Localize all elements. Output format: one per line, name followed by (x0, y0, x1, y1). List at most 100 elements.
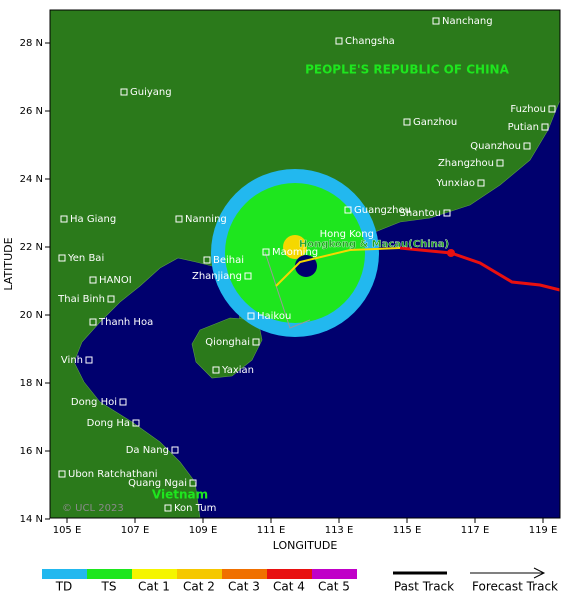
x-tick-label: 109 E (189, 525, 218, 536)
city-marker (89, 318, 97, 326)
y-tick-label: 26 N (20, 106, 43, 117)
map-frame (49, 9, 561, 519)
legend-label: TD (55, 580, 73, 594)
legend-swatch (42, 569, 87, 579)
city-marker (119, 398, 127, 406)
x-tick-label: 113 E (325, 525, 354, 536)
city-marker (203, 256, 211, 264)
y-axis-label: LATITUDE (2, 237, 15, 290)
legend-label: Forecast Track (472, 580, 558, 594)
city-label: Ha Giang (70, 214, 116, 225)
city-marker (171, 446, 179, 454)
city-label: Nanchang (442, 16, 493, 27)
country-label: Hongkong & Macau(China) (299, 239, 449, 250)
legend-swatch (87, 569, 132, 579)
city-label: Qionghai (205, 337, 250, 348)
city-label: Fuzhou (510, 104, 546, 115)
city-marker (58, 254, 66, 262)
city-label: Yunxiao (435, 178, 475, 189)
legend-label: Cat 1 (138, 580, 170, 594)
city-label: Maoming (272, 247, 318, 258)
city-marker (244, 272, 252, 280)
x-tick-label: 115 E (393, 525, 422, 536)
city-label: Hong Kong (320, 229, 374, 240)
city-label: Vinh (61, 355, 83, 366)
city-label: Haikou (257, 311, 291, 322)
legend-label: Cat 5 (318, 580, 350, 594)
legend-swatch (132, 569, 177, 579)
x-tick-label: 105 E (53, 525, 82, 536)
city-marker (107, 295, 115, 303)
city-marker (443, 209, 451, 217)
city-label: Dong Hoi (71, 397, 117, 408)
x-tick-label: 117 E (461, 525, 490, 536)
current-position (447, 249, 455, 257)
city-marker (523, 142, 531, 150)
city-marker (403, 118, 411, 126)
city-marker (262, 248, 270, 256)
city-label: Thai Binh (57, 294, 105, 305)
city-label: Nanning (185, 214, 227, 225)
city-marker (132, 419, 140, 427)
city-label: Quanzhou (470, 141, 521, 152)
y-tick-label: 16 N (20, 446, 43, 457)
city-label: Putian (508, 122, 539, 133)
y-tick-label: 18 N (20, 378, 43, 389)
forecast-track (275, 247, 401, 287)
city-marker (541, 123, 549, 131)
city-label: Yaxian (221, 365, 254, 376)
city-marker (247, 312, 255, 320)
city-label: Quang Ngai (128, 478, 187, 489)
x-axis-label: LONGITUDE (273, 539, 338, 552)
city-marker (344, 206, 352, 214)
city-marker (212, 366, 220, 374)
city-marker (496, 159, 504, 167)
eye (295, 255, 317, 277)
x-tick-label: 111 E (257, 525, 286, 536)
city-marker (60, 215, 68, 223)
city-marker (252, 338, 260, 346)
y-tick-label: 24 N (20, 174, 43, 185)
city-label: Zhanjiang (192, 271, 242, 282)
city-label: Changsha (345, 36, 395, 47)
city-marker (89, 276, 97, 284)
legend-swatch (312, 569, 357, 579)
legend-label: TS (101, 580, 117, 594)
y-tick-label: 14 N (20, 514, 43, 525)
legend-swatch (177, 569, 222, 579)
legend-swatch (267, 569, 312, 579)
city-marker (189, 479, 197, 487)
city-label: Yen Bai (67, 253, 104, 264)
x-tick-label: 107 E (121, 525, 150, 536)
city-label: HANOI (99, 275, 132, 286)
city-marker (477, 179, 485, 187)
y-tick-label: 28 N (20, 38, 43, 49)
city-label: Beihai (213, 255, 244, 266)
city-marker (120, 88, 128, 96)
city-label: Shantou (399, 208, 441, 219)
country-label: PEOPLE'S REPUBLIC OF CHINA (305, 63, 509, 77)
city-label: Guangzhou (354, 205, 411, 216)
city-marker (548, 105, 556, 113)
arrowhead (533, 567, 546, 579)
city-marker (85, 356, 93, 364)
city-label: Dong Ha (87, 418, 130, 429)
country-label: Vietnam (152, 488, 208, 502)
city-marker (432, 17, 440, 25)
city-marker (164, 504, 172, 512)
legend-label: Past Track (394, 580, 454, 594)
y-tick-label: 22 N (20, 242, 43, 253)
legend-label: Cat 2 (183, 580, 215, 594)
city-label: Da Nang (126, 445, 169, 456)
past-track (399, 246, 561, 292)
city-marker (335, 37, 343, 45)
city-label: Kon Tum (174, 503, 216, 514)
city-label: Guiyang (130, 87, 172, 98)
x-tick-label: 119 E (529, 525, 558, 536)
legend-label: Cat 3 (228, 580, 260, 594)
cat1-wind-radius (283, 235, 307, 259)
forecast-cone (264, 251, 311, 329)
y-tick-label: 20 N (20, 310, 43, 321)
city-marker (58, 470, 66, 478)
legend-label: Cat 4 (273, 580, 305, 594)
